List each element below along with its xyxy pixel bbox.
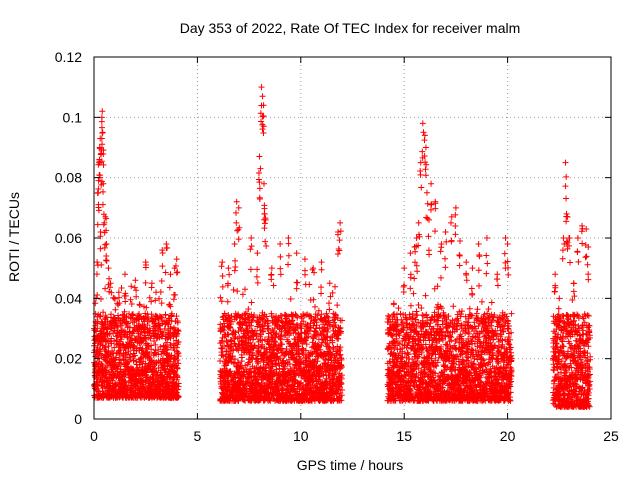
data-point <box>247 322 254 329</box>
data-point <box>162 311 169 318</box>
data-point <box>151 350 158 357</box>
data-point <box>121 308 128 315</box>
data-points <box>90 84 594 410</box>
data-point <box>219 351 226 358</box>
data-point <box>92 336 99 343</box>
data-point <box>97 313 104 320</box>
data-point <box>131 352 138 359</box>
data-point <box>115 323 122 330</box>
data-point <box>458 308 465 315</box>
data-point <box>164 320 171 327</box>
data-point <box>154 371 161 378</box>
data-point <box>146 294 153 301</box>
data-point <box>145 313 152 320</box>
data-point <box>157 343 164 350</box>
data-point <box>133 358 140 365</box>
data-point <box>142 336 149 343</box>
data-point <box>113 354 120 361</box>
data-point <box>311 303 318 310</box>
data-point <box>117 366 124 373</box>
data-point <box>158 300 165 307</box>
data-point <box>94 325 101 332</box>
data-point <box>130 328 137 335</box>
data-point <box>162 343 169 350</box>
data-point <box>248 299 255 306</box>
data-point <box>245 305 252 312</box>
data-point <box>224 298 231 305</box>
data-point <box>144 353 151 360</box>
data-point <box>327 334 334 341</box>
data-point <box>422 292 429 299</box>
data-point <box>100 309 107 316</box>
data-point <box>159 333 166 340</box>
data-point <box>450 303 457 310</box>
data-point <box>144 322 151 329</box>
data-point <box>143 304 150 311</box>
data-point <box>161 325 168 332</box>
data-point <box>474 306 481 313</box>
data-point <box>141 385 148 392</box>
data-point <box>151 338 158 345</box>
data-point <box>136 359 143 366</box>
data-point <box>124 320 131 327</box>
data-point <box>111 344 118 351</box>
data-point <box>410 290 417 297</box>
data-point <box>407 302 414 309</box>
data-point <box>102 373 109 380</box>
data-point <box>117 347 124 354</box>
data-point <box>148 358 155 365</box>
data-point <box>156 295 163 302</box>
data-point <box>415 301 422 308</box>
data-point <box>331 283 338 290</box>
data-point <box>142 360 149 367</box>
data-point <box>287 296 294 303</box>
data-point <box>418 304 425 311</box>
data-point <box>476 282 483 289</box>
data-point <box>158 314 165 321</box>
data-point <box>128 300 135 307</box>
data-point <box>146 351 153 358</box>
data-point <box>230 286 237 293</box>
data-point <box>155 351 162 358</box>
data-point <box>97 295 104 302</box>
data-point <box>163 379 170 386</box>
data-point <box>116 372 123 379</box>
data-point <box>113 336 120 343</box>
data-point <box>105 343 112 350</box>
data-point <box>102 285 109 292</box>
data-point <box>115 350 122 357</box>
data-point <box>147 335 154 342</box>
data-point <box>270 282 277 289</box>
data-point <box>122 378 129 385</box>
data-point <box>234 288 241 295</box>
data-point <box>334 302 341 309</box>
data-point <box>106 330 113 337</box>
data-point <box>102 347 109 354</box>
data-point <box>217 294 224 301</box>
data-point <box>448 334 455 341</box>
data-point <box>148 346 155 353</box>
data-point <box>94 374 101 381</box>
data-point <box>164 346 171 353</box>
data-point <box>238 354 245 361</box>
data-point <box>138 346 145 353</box>
data-point <box>466 305 473 312</box>
data-point <box>218 298 225 305</box>
data-point <box>118 284 125 291</box>
data-point <box>395 305 402 312</box>
data-point <box>478 298 485 305</box>
data-point <box>152 341 159 348</box>
